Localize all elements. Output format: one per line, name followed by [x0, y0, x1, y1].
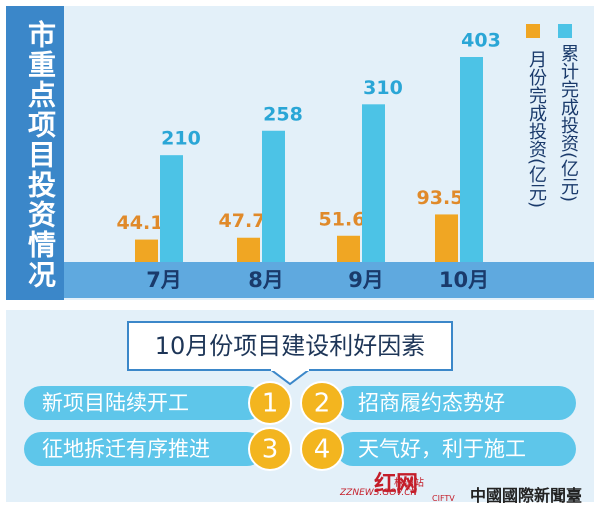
value-label: 93.5: [417, 187, 464, 209]
watermark: 中國國際新聞臺: [470, 486, 583, 505]
value-label: 210: [161, 128, 201, 150]
watermark: CIFTV: [432, 494, 455, 503]
value-label: 47.7: [219, 210, 266, 232]
factor-text: 新项目陆续开工: [42, 391, 189, 415]
watermark: 株洲站: [394, 478, 424, 489]
factor-circle: [248, 381, 292, 425]
bar: [237, 237, 260, 262]
factor-circle: [300, 381, 344, 425]
chart-panel: [6, 6, 594, 300]
bar: [135, 239, 158, 262]
value-label: 310: [363, 77, 403, 99]
bar: [362, 104, 385, 262]
factors-title-box: [127, 321, 453, 371]
x-tick-label: 8月: [248, 268, 284, 292]
factor-bar: [336, 386, 576, 420]
value-label: 51.6: [319, 208, 366, 230]
watermark: ZZNEWS.GOV.CN: [340, 488, 418, 498]
x-tick-label: 10月: [439, 268, 489, 292]
factor-circle: [300, 427, 344, 471]
factor-number: 2: [314, 389, 331, 419]
bar: [160, 155, 183, 262]
bar: [460, 57, 483, 262]
factor-bar: [336, 432, 576, 466]
legend-swatch: [526, 24, 540, 38]
watermark: 红网: [374, 472, 419, 497]
bar: [337, 235, 360, 262]
factor-circle: [248, 427, 292, 471]
factor-bar: [24, 432, 264, 466]
title-band: [6, 6, 64, 300]
legend-label: 月份完成投资(亿元): [526, 50, 547, 209]
legend-swatch: [558, 24, 572, 38]
axis-band: [64, 262, 594, 298]
bar: [262, 130, 285, 262]
chart-title: 市重点项目投资情况: [24, 20, 57, 290]
factor-text: 招商履约态势好: [358, 391, 505, 415]
value-label: 258: [263, 103, 303, 125]
value-label: 44.1: [117, 212, 164, 234]
factor-number: 1: [262, 389, 279, 419]
x-tick-label: 9月: [348, 268, 384, 292]
x-tick-label: 7月: [146, 268, 182, 292]
factor-text: 征地拆迁有序推进: [42, 437, 210, 461]
factor-number: 3: [262, 435, 279, 465]
legend-label: 累计完成投资(亿元): [558, 44, 579, 203]
factor-bar: [24, 386, 264, 420]
factor-text: 天气好，利于施工: [358, 437, 526, 461]
value-label: 403: [461, 30, 501, 52]
pointer-join: [271, 368, 309, 371]
factor-number: 4: [314, 435, 331, 465]
factors-title: 10月份项目建设利好因素: [155, 332, 426, 360]
bar: [435, 214, 458, 262]
